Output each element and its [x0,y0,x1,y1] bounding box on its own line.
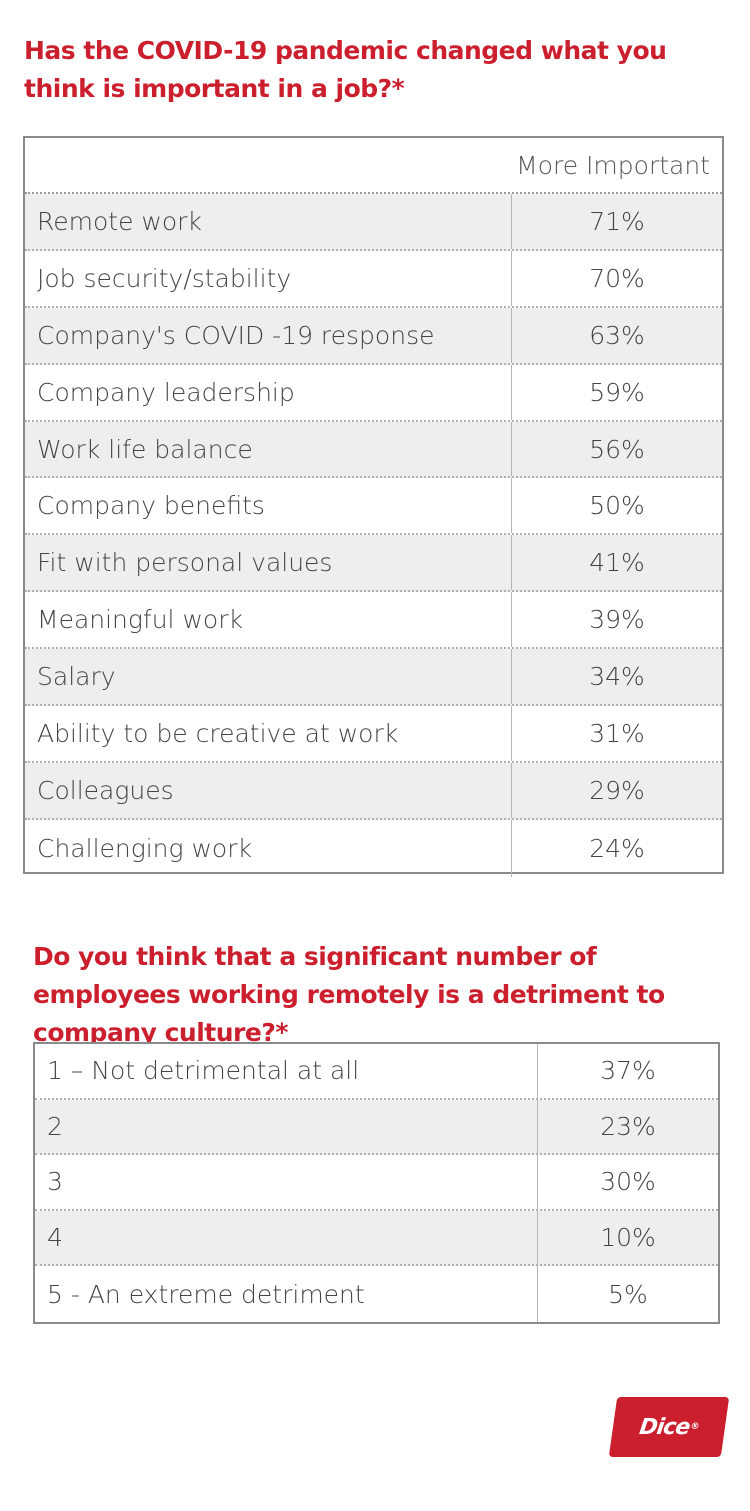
row-value: 31% [511,706,722,761]
row-label: 4 [47,1223,63,1253]
row-value: 23% [537,1099,718,1154]
row-value: 29% [511,762,722,818]
row-label: Company leadership [37,377,295,407]
row-label: Challenging work [37,833,252,863]
row-label: 3 [47,1167,63,1197]
row-value: 24% [511,819,722,877]
row-value: 39% [511,592,722,648]
row-value: 70% [511,250,722,306]
table-row: 3 30% [35,1155,718,1211]
row-label: 2 [47,1111,63,1141]
section-title: Do you think that a significant number o… [33,942,665,1047]
row-value: 10% [537,1210,718,1265]
table-row: Colleagues 29% [25,762,722,820]
row-value: 30% [537,1155,718,1209]
importance-table: More Important Remote work 71% Job securi… [23,136,724,877]
table-row: Salary 34% [25,649,722,707]
logo-text: Dice [637,1414,692,1440]
column-header-more-important: More Important [516,150,710,180]
table-row: Remote work 71% [25,194,722,251]
row-label: 1 – Not detrimental at all [47,1056,360,1086]
row-label: Remote work [37,206,202,236]
row-label: Work life balance [37,434,253,464]
table-row: Meaningful work 39% [25,592,722,650]
table-row: Challenging work 24% [25,819,722,877]
row-value: 37% [537,1044,718,1098]
row-label: Company's COVID -19 response [37,320,435,350]
table-row: Company benefits 50% [25,478,722,536]
table-row: Work life balance 56% [25,421,722,479]
row-label: 5 - An extreme detriment [47,1279,365,1309]
row-label: Meaningful work [37,605,243,635]
row-value: 59% [511,364,722,420]
row-value: 63% [511,307,722,363]
row-value: 41% [511,535,722,591]
table-row: Company leadership 59% [25,364,722,422]
row-value: 56% [511,421,722,477]
row-value: 5% [537,1266,718,1322]
row-label: Colleagues [37,775,174,805]
table-row: 1 – Not detrimental at all 37% [35,1044,718,1100]
table-row: 5 - An extreme detriment 5% [35,1266,718,1322]
table-header-row: More Important [25,138,722,194]
row-value: 71% [511,194,722,249]
table-row: Job security/stability 70% [25,250,722,308]
detriment-table: 1 – Not detrimental at all 37% 2 23% 3 30% … [33,1042,720,1324]
row-value: 50% [511,478,722,534]
registered-mark: ® [689,1422,700,1432]
row-label: Company benefits [37,491,265,521]
row-label: Fit with personal values [37,548,333,578]
page-title: Has the COVID-19 pandemic changed what y… [24,36,667,103]
table-row: 4 10% [35,1210,718,1267]
table-row: Ability to be creative at work 31% [25,706,722,763]
table-row: Fit with personal values 41% [25,535,722,593]
row-label: Salary [37,662,116,692]
row-label: Ability to be creative at work [37,718,399,748]
table-row: 2 23% [35,1099,718,1156]
row-value: 34% [511,649,722,705]
row-label: Job security/stability [37,263,292,293]
dice-logo: Dice ® [608,1397,730,1457]
table-row: Company's COVID -19 response 63% [25,307,722,365]
